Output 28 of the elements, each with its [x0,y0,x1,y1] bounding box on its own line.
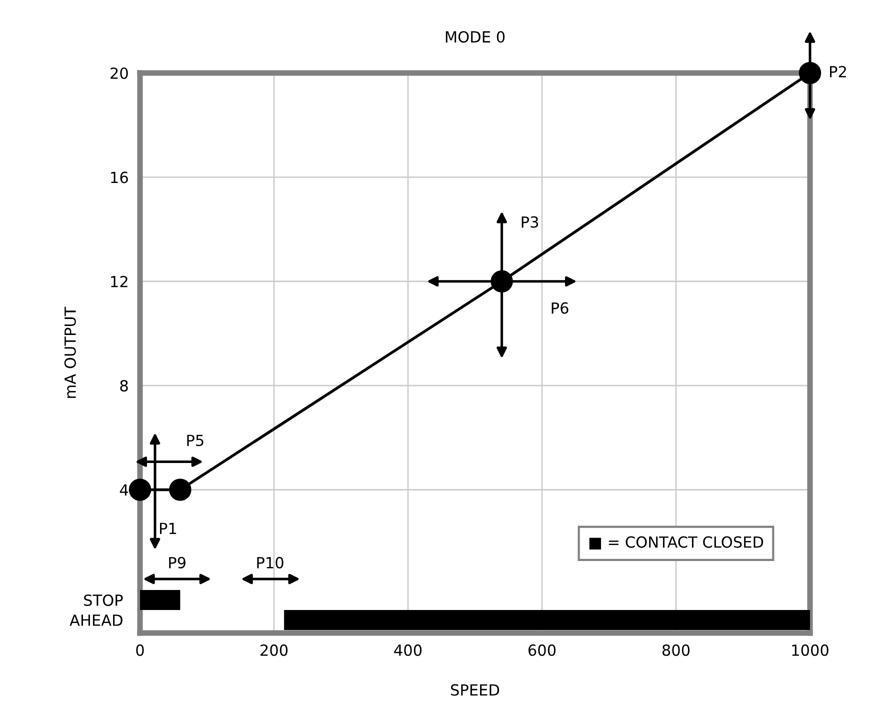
x-tick-label: 1000 [792,644,828,656]
x-tick-label: 600 [528,644,556,656]
annotation: P9 [169,556,186,568]
x-tick-label: 0 [136,644,144,656]
annotation: P5 [187,434,204,446]
annotation: P1 [160,522,176,534]
point [169,478,192,501]
point [128,478,152,501]
y-tick-label: 12 [111,276,128,288]
x-axis-title: SPEED [451,684,500,696]
y-tick-label: 16 [111,172,128,184]
annotation: P6 [552,302,568,314]
x-tick-label: 400 [394,644,422,656]
y-tick-label: 8 [120,380,128,392]
x-tick-label: 800 [662,644,690,656]
annotation: ■ = CONTACT CLOSED [589,536,764,550]
point [490,270,513,292]
annotation: P3 [522,216,538,228]
annotation: P2 [830,66,846,78]
annotation: P10 [257,556,284,568]
y-tick-label: STOP [84,594,123,606]
point [798,62,822,84]
y-tick-label: 4 [120,484,128,496]
chart-title: MODE 0 [446,31,505,43]
y-tick-label: 20 [110,67,128,80]
y-tick-label: AHEAD [70,614,122,626]
x-tick-label: 200 [260,644,288,656]
y-axis-title: mA OUTPUT [64,306,76,398]
